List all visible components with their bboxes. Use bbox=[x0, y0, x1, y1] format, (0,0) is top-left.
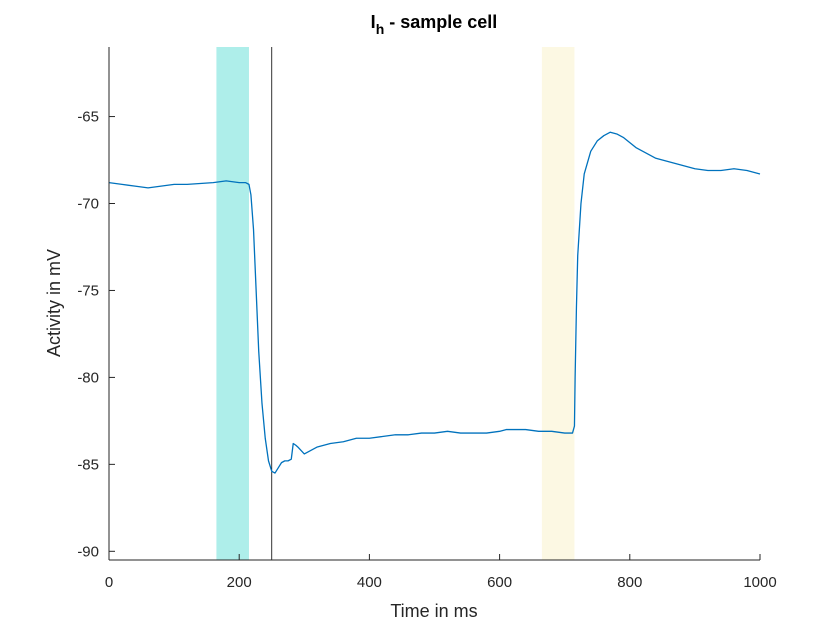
y-tick-label: -90 bbox=[77, 543, 99, 560]
shaded-region-2 bbox=[541, 47, 575, 560]
chart-title-suffix: - sample cell bbox=[384, 12, 497, 32]
shaded-regions bbox=[216, 47, 575, 560]
x-tick-label: 800 bbox=[617, 574, 642, 591]
x-tick-label: 1000 bbox=[743, 574, 776, 591]
x-tick-label: 600 bbox=[487, 574, 512, 591]
series-line-1 bbox=[108, 131, 761, 474]
x-tick-label: 200 bbox=[227, 574, 252, 591]
y-ticks: -90 -85 -80 -75 -70 -65 bbox=[77, 109, 115, 560]
y-tick-label: -85 bbox=[77, 456, 99, 473]
x-tick-label: 0 bbox=[105, 574, 113, 591]
chart-title-subscript: h bbox=[376, 21, 385, 37]
shaded-region-1 bbox=[216, 47, 249, 560]
y-tick-label: -75 bbox=[77, 282, 99, 299]
x-axis-label: Time in ms bbox=[390, 601, 477, 621]
chart-title-main: I bbox=[371, 12, 376, 32]
series-lines bbox=[108, 131, 761, 474]
chart-title: Ih - sample cell bbox=[371, 12, 498, 37]
y-tick-label: -70 bbox=[77, 196, 99, 213]
y-tick-label: -80 bbox=[77, 369, 99, 386]
x-ticks: 0 200 400 600 800 1000 bbox=[105, 554, 777, 591]
x-tick-label: 400 bbox=[357, 574, 382, 591]
axes bbox=[108, 47, 760, 561]
y-tick-label: -65 bbox=[77, 109, 99, 126]
y-axis-label: Activity in mV bbox=[44, 249, 64, 357]
